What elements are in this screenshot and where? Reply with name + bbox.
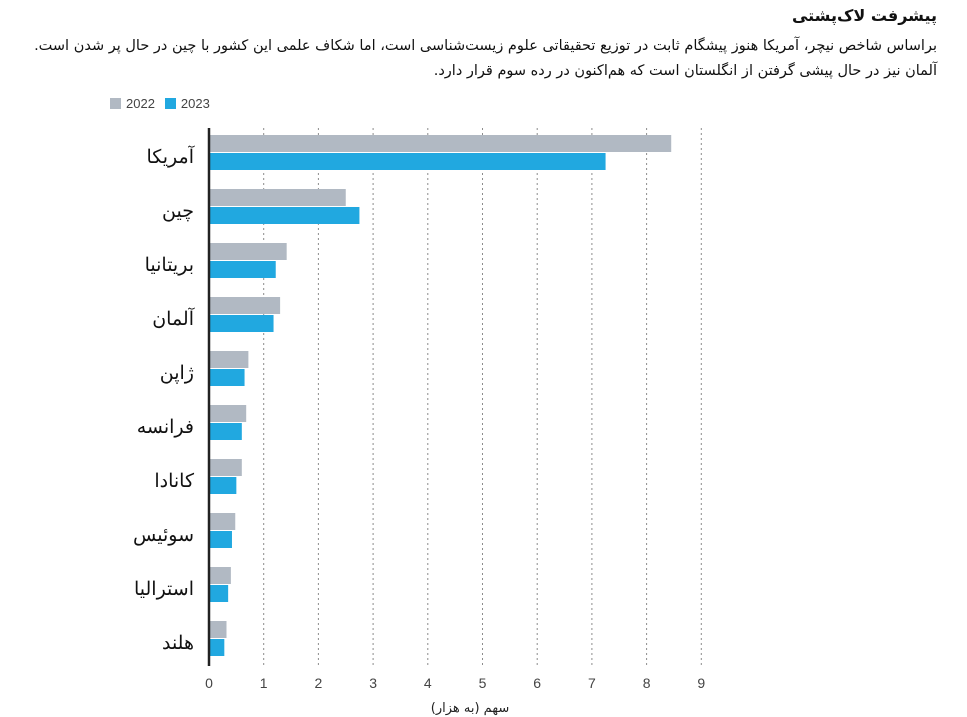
category-label: هلند (162, 632, 194, 654)
category-label: استرالیا (134, 578, 194, 600)
category-labels: آمریکا چین بریتانیا آلمان ژاپن فرانسه کانادا سو… (133, 145, 195, 654)
chart-subtitle: براساس شاخص نیچر، آمریکا هنوز پیشگام ثاب… (34, 38, 937, 79)
bar-2022 (209, 405, 247, 422)
legend: 2022 2023 (110, 93, 220, 113)
category-label: کانادا (154, 470, 195, 492)
legend-swatch-2023 (164, 97, 176, 109)
bar-2022 (209, 189, 346, 206)
bar-2023 (209, 315, 274, 332)
bar-2023 (209, 207, 360, 224)
x-tick-label: 1 (260, 675, 268, 691)
bar-2023 (209, 153, 606, 170)
bar-2023 (209, 477, 237, 494)
category-label: آلمان (152, 307, 195, 330)
category-label: آمریکا (146, 145, 194, 168)
bar-2022 (209, 135, 672, 152)
category-label: سوئیس (133, 524, 194, 546)
bar-2022 (209, 621, 227, 638)
x-tick-label: 5 (479, 675, 487, 691)
bar-2023 (209, 369, 245, 386)
bar-2022 (209, 297, 281, 314)
bar-2022 (209, 513, 236, 530)
category-label: ژاپن (160, 362, 194, 384)
chart-title: پیشرفت لاک‌پشتی (791, 6, 937, 25)
x-tick-label: 6 (533, 675, 541, 691)
legend-label-2022: 2022 (126, 95, 155, 111)
bar-2023 (209, 261, 276, 278)
legend-item-2022: 2022 (110, 96, 155, 111)
x-tick-label: 8 (643, 675, 651, 691)
x-tick-label: 2 (315, 675, 323, 691)
x-tick-label: 4 (424, 675, 432, 691)
category-label: فرانسه (137, 416, 194, 438)
category-label: چین (162, 200, 194, 222)
bar-2022 (209, 567, 231, 584)
legend-swatch-2022 (110, 97, 121, 109)
bar-2023 (209, 423, 242, 440)
category-label: بریتانیا (145, 254, 194, 276)
bars (209, 135, 672, 656)
x-axis: 0 1 2 3 4 5 6 7 8 9 (205, 128, 705, 691)
bar-2023 (209, 639, 225, 656)
bar-2023 (209, 585, 229, 602)
bar-2022 (209, 459, 242, 476)
x-tick-label: 3 (369, 675, 377, 691)
bar-2023 (209, 531, 232, 548)
bar-2022 (209, 351, 249, 368)
x-axis-title: سهم (به هزار) (431, 701, 509, 716)
legend-label-2023: 2023 (180, 95, 210, 111)
x-tick-label: 7 (588, 675, 596, 691)
bar-2022 (209, 243, 287, 260)
x-tick-label: 0 (205, 675, 213, 691)
x-tick-label: 9 (697, 675, 705, 691)
legend-item-2023: 2023 (164, 95, 210, 111)
